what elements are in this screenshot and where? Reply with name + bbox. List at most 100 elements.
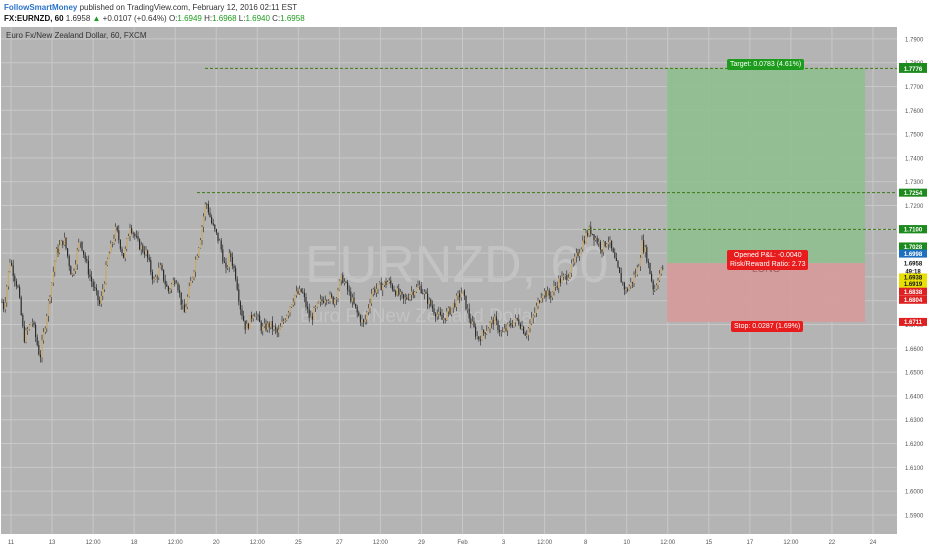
high-label: H: (204, 14, 213, 23)
candle-body (355, 303, 357, 307)
candle-body (91, 276, 93, 282)
target-tag[interactable]: Target: 0.0783 (4.61%) (727, 59, 805, 70)
candle-body (561, 276, 563, 283)
candle-body (259, 315, 261, 323)
candle-body (283, 321, 285, 322)
candle-body (156, 276, 158, 278)
candle-body (614, 252, 616, 258)
candle-body (118, 230, 120, 241)
candle-body (249, 315, 251, 329)
y-tick-label: 1.6500 (905, 371, 924, 377)
candle-body (276, 329, 278, 333)
price-tag-text: 1.6919 (904, 282, 923, 288)
candle-body (422, 293, 424, 294)
time-axis[interactable]: 11 13 12:00 18 12:00 20 12:00 25 27 12:00 29 Feb 3 12… (8, 540, 877, 546)
candle-body (238, 289, 240, 302)
y-tick-label: 1.7300 (905, 180, 924, 186)
candle-body (401, 291, 403, 295)
candle-body (313, 308, 315, 320)
candle-body (158, 267, 160, 278)
candle-body (636, 267, 638, 275)
position-zones[interactable] (667, 68, 865, 322)
candle-body (119, 240, 121, 249)
price-tag-text: 1.6804 (904, 298, 923, 304)
candle-body (295, 291, 297, 296)
candle-body (86, 259, 88, 261)
stop-tag[interactable]: Stop: 0.0287 (1.69%) (731, 321, 804, 332)
candle-body (631, 281, 633, 284)
candle-body (185, 307, 187, 313)
candle-body (524, 333, 526, 336)
candle-body (430, 299, 432, 306)
candle-body (235, 268, 237, 280)
candle-body (428, 299, 430, 304)
candle-body (363, 319, 365, 323)
candle-body (585, 233, 587, 243)
candle-body (46, 316, 48, 329)
price-tag-bg (899, 242, 927, 251)
candle-body (628, 286, 630, 291)
author-link[interactable]: FollowSmartMoney (4, 3, 78, 12)
candle-body (206, 204, 208, 206)
candle-body (497, 320, 499, 331)
candle-body (606, 244, 608, 247)
low-label: L: (238, 14, 246, 23)
y-tick-label: 1.6300 (905, 418, 924, 424)
candle-body (83, 250, 85, 255)
candle-body (563, 275, 565, 277)
x-tick-label: 11 (8, 540, 15, 546)
candle-body (607, 242, 609, 245)
x-tick-label: 12:00 (250, 540, 266, 546)
candle-body (575, 252, 577, 257)
close-value: 1.6958 (280, 14, 305, 23)
candle-body (604, 241, 606, 247)
candle-body (643, 240, 645, 252)
x-tick-label: 13 (49, 540, 56, 546)
candle-body (599, 241, 601, 250)
candle-body (484, 332, 486, 335)
candle-body (195, 259, 197, 272)
candle-body (291, 304, 293, 308)
candle-body (35, 324, 37, 337)
candle-body (539, 300, 541, 303)
target-zone[interactable] (667, 68, 865, 264)
candle-body (366, 312, 368, 320)
candle-body (412, 291, 414, 296)
candle-body (236, 279, 238, 290)
candle-body (323, 301, 325, 303)
candles (1, 200, 664, 363)
candle-body (558, 278, 560, 288)
candle-body (348, 290, 350, 292)
y-tick-label: 1.7400 (905, 156, 924, 162)
symbol-name[interactable]: FX:EURNZD, 60 (4, 14, 64, 23)
symbol-line: FX:EURNZD, 60 1.6958 ▲ +0.0107 (+0.64%) … (4, 14, 305, 23)
candle-body (49, 297, 51, 301)
candle-body (435, 313, 437, 317)
candle-body (265, 323, 267, 331)
candle-body (318, 301, 320, 303)
candle-body (251, 315, 253, 319)
candle-body (612, 248, 614, 253)
candle-body (263, 323, 265, 327)
candle-body (111, 243, 113, 245)
candle-body (217, 232, 219, 241)
candle-body (379, 282, 381, 284)
candle-body (529, 323, 531, 329)
price-tag-text: 1.7776 (904, 67, 923, 73)
opened-pl-tag[interactable]: Opened P&L: -0.0040 Risk/Reward Ratio: 2… (727, 250, 809, 270)
candle-body (31, 322, 33, 324)
candle-body (275, 326, 277, 330)
candle-body (329, 294, 331, 302)
candle-body (358, 312, 360, 316)
candle-body (123, 253, 125, 259)
candle-body (219, 240, 221, 242)
x-tick-label: 29 (418, 540, 425, 546)
candle-body (337, 290, 339, 299)
candle-body (310, 316, 312, 318)
candle-body (652, 280, 654, 290)
stop-zone[interactable] (667, 263, 865, 322)
candle-body (486, 330, 488, 335)
candle-body (167, 286, 169, 291)
candle-body (326, 300, 328, 302)
